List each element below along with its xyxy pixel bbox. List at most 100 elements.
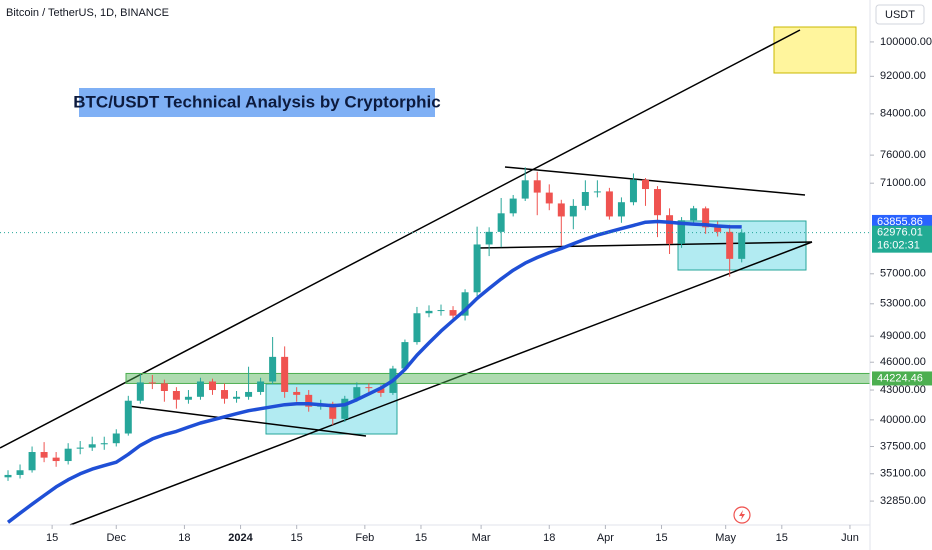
trend-line <box>127 405 367 437</box>
lightning-icon[interactable] <box>733 506 751 524</box>
candle-body <box>257 381 265 392</box>
y-tick-label: 37500.00 <box>880 440 926 452</box>
candle-body <box>136 382 144 401</box>
y-tick-label: 32850.00 <box>880 495 926 507</box>
candle-body <box>714 227 722 232</box>
candle-body <box>52 457 60 462</box>
candle-body <box>641 179 649 190</box>
x-tick-label: Jun <box>841 532 859 544</box>
unit-box[interactable] <box>875 4 925 25</box>
x-tick-label: 18 <box>543 532 555 544</box>
candle-body <box>208 381 216 391</box>
annotation: BTC/USDT Technical Analysis by Cryptorph… <box>73 92 440 111</box>
annotation-box <box>79 88 435 117</box>
candle-body <box>124 400 132 434</box>
y-tick-label: 76000.00 <box>880 149 926 161</box>
candle-body <box>112 433 120 444</box>
ma-price-tag <box>872 214 932 229</box>
candle-body <box>4 474 12 478</box>
candle-body <box>221 390 229 399</box>
x-tick-label: 15 <box>291 532 303 544</box>
candle-body <box>726 231 734 259</box>
candle-body <box>281 356 289 392</box>
trend-line <box>504 166 806 196</box>
candle-body <box>738 232 746 259</box>
candle-body <box>605 191 613 217</box>
chart-title: Bitcoin / TetherUS, 1D, BINANCE <box>6 7 169 19</box>
x-tick-label: 15 <box>776 532 788 544</box>
ma-price-label: 63855.86 <box>877 216 923 228</box>
y-tick-label: 100000.00 <box>880 36 932 48</box>
candle-body <box>329 403 337 419</box>
candle-body <box>461 292 469 316</box>
trend-line <box>0 29 801 449</box>
candle-body <box>449 310 457 316</box>
y-tick-label: 53000.00 <box>880 298 926 310</box>
y-tick-label: 43000.00 <box>880 384 926 396</box>
candle-body <box>629 179 637 203</box>
y-tick-label: 49000.00 <box>880 330 926 342</box>
candle-body <box>425 310 433 314</box>
level-tag <box>872 371 932 386</box>
candle-body <box>233 396 241 399</box>
candle-body <box>365 387 373 389</box>
candle-body <box>521 180 529 199</box>
countdown: 16:02:31 <box>877 240 920 252</box>
trend-line <box>477 241 813 249</box>
moving-average <box>6 219 742 524</box>
candle-body <box>28 452 36 471</box>
candle-body <box>593 191 601 193</box>
x-tick-label: 15 <box>415 532 427 544</box>
candle-body <box>40 452 48 458</box>
level-label: 44224.46 <box>877 372 923 384</box>
y-tick-label: 84000.00 <box>880 108 926 120</box>
candle-body <box>245 391 253 397</box>
candle-body <box>581 192 589 206</box>
y-tick-label: 35100.00 <box>880 468 926 480</box>
x-tick-label: 15 <box>46 532 58 544</box>
candle-body <box>545 192 553 204</box>
candle-body <box>305 394 313 407</box>
y-tick-label: 92000.00 <box>880 70 926 82</box>
candle-body <box>569 205 577 217</box>
candle-body <box>293 391 301 395</box>
candle-body <box>690 208 698 221</box>
candle-body <box>702 208 710 228</box>
candle-body <box>353 387 361 399</box>
candle-body <box>666 215 674 244</box>
candle-body <box>485 231 493 245</box>
candle-body <box>16 470 24 475</box>
y-tick-label: 71000.00 <box>880 177 926 189</box>
level-band <box>125 372 871 384</box>
candle-body <box>497 213 505 232</box>
candle-body <box>654 189 662 216</box>
target-box <box>773 26 857 74</box>
candle-body <box>184 396 192 400</box>
candle-body <box>341 398 349 419</box>
x-tick-label: Apr <box>597 532 614 544</box>
y-tick-label: 40000.00 <box>880 414 926 426</box>
candle-body <box>76 447 84 449</box>
candle-body <box>509 198 517 214</box>
candle-body <box>557 203 565 217</box>
unit: USDT <box>885 9 915 21</box>
candle-body <box>148 382 156 384</box>
x-tick-label: May <box>715 532 736 544</box>
candle-body <box>196 381 204 397</box>
candle-body <box>617 202 625 217</box>
candle-body <box>473 244 481 293</box>
candle-body <box>437 310 445 312</box>
candle-body <box>269 356 277 382</box>
last-price-label: 62976.01 <box>877 227 923 239</box>
candle-body <box>401 342 409 369</box>
x-tick-label: Mar <box>472 532 491 544</box>
x-tick-label: Dec <box>106 532 126 544</box>
candle-body <box>377 388 385 393</box>
y-tick-label: 57000.00 <box>880 268 926 280</box>
candle-body <box>100 443 108 445</box>
x-tick-label: 18 <box>178 532 190 544</box>
candle-body <box>172 390 180 400</box>
icon-bolt <box>739 510 745 520</box>
candle-body <box>533 180 541 193</box>
